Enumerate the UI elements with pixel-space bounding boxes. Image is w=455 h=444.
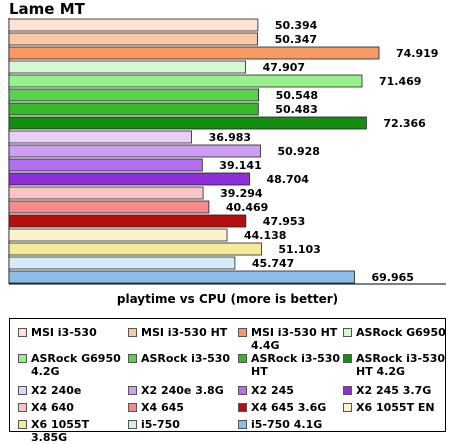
legend-label: X2 245 bbox=[251, 384, 294, 397]
legend-label: X2 245 3.7G bbox=[356, 384, 432, 397]
legend-label: MSI i3-530 HT bbox=[141, 326, 228, 339]
bar-19 bbox=[8, 270, 355, 284]
legend-swatch bbox=[238, 354, 247, 363]
legend-label: X4 640 bbox=[31, 401, 74, 414]
bar-4 bbox=[8, 60, 247, 74]
bar-11 bbox=[8, 158, 203, 172]
bar-5 bbox=[8, 74, 363, 88]
legend-label: ASRock i3-530 HT 4.2G bbox=[356, 352, 446, 378]
bar-18 bbox=[8, 256, 236, 270]
bar-value-label: 47.953 bbox=[263, 215, 305, 228]
bar-13 bbox=[8, 186, 204, 200]
bar-3 bbox=[8, 46, 380, 60]
legend-swatch bbox=[128, 420, 137, 429]
legend-label: X6 1055T 3.85G bbox=[31, 418, 90, 444]
bar-value-label: 69.965 bbox=[372, 271, 414, 284]
legend-swatch bbox=[18, 403, 27, 412]
legend-label: X2 240e 3.8G bbox=[141, 384, 224, 397]
legend-swatch bbox=[238, 420, 247, 429]
bar-value-label: 39.141 bbox=[219, 159, 261, 172]
bar-value-label: 50.394 bbox=[275, 19, 318, 32]
bar-value-label: 51.103 bbox=[278, 243, 320, 256]
legend-label: MSI i3-530 HT 4.4G bbox=[251, 326, 338, 352]
legend-label: ASRock i3-530 HT bbox=[251, 352, 341, 378]
bar-10 bbox=[8, 144, 261, 158]
legend-swatch bbox=[18, 386, 27, 395]
bar-value-label: 71.469 bbox=[379, 75, 421, 88]
legend-label: X4 645 bbox=[141, 401, 184, 414]
legend-swatch bbox=[18, 354, 27, 363]
bar-value-label: 72.366 bbox=[383, 117, 426, 130]
legend-swatch bbox=[238, 386, 247, 395]
legend-label: X6 1055T EN bbox=[356, 401, 435, 414]
legend-label: i5-750 bbox=[141, 418, 180, 431]
bar-value-label: 74.919 bbox=[396, 47, 438, 60]
legend-swatch bbox=[343, 328, 352, 337]
bar-value-label: 50.347 bbox=[275, 33, 317, 46]
bar-17 bbox=[8, 242, 262, 256]
legend-label: ASRock i3-530 bbox=[141, 352, 231, 365]
legend-label: ASRock G6950 4.2G bbox=[31, 352, 121, 378]
legend-swatch bbox=[343, 403, 352, 412]
x-axis-label: playtime vs CPU (more is better) bbox=[116, 292, 339, 306]
bar-value-label: 50.483 bbox=[275, 103, 317, 116]
bar-value-label: 48.704 bbox=[267, 173, 310, 186]
bar-value-label: 40.469 bbox=[226, 201, 268, 214]
legend-swatch bbox=[128, 354, 137, 363]
legend-swatch bbox=[128, 403, 137, 412]
bar-8 bbox=[8, 116, 367, 130]
bar-value-label: 50.928 bbox=[278, 145, 320, 158]
legend-label: i5-750 4.1G bbox=[251, 418, 323, 431]
legend-swatch bbox=[128, 386, 137, 395]
bar-15 bbox=[8, 214, 247, 228]
bar-7 bbox=[8, 102, 259, 116]
bar-12 bbox=[8, 172, 250, 186]
bar-14 bbox=[8, 200, 210, 214]
bar-value-label: 50.548 bbox=[276, 89, 318, 102]
legend-swatch bbox=[238, 403, 247, 412]
legend-swatch bbox=[18, 420, 27, 429]
legend-label: MSI i3-530 bbox=[31, 326, 97, 339]
legend-label: X4 645 3.6G bbox=[251, 401, 327, 414]
legend-label: ASRock G6950 bbox=[356, 326, 446, 339]
bar-16 bbox=[8, 228, 228, 242]
legend-swatch bbox=[18, 328, 27, 337]
legend-swatch bbox=[128, 328, 137, 337]
chart-title: Lame MT bbox=[9, 0, 85, 18]
bar-2 bbox=[8, 32, 259, 46]
bar-9 bbox=[8, 130, 193, 144]
bar-value-label: 39.294 bbox=[220, 187, 263, 200]
bar-value-label: 47.907 bbox=[263, 61, 305, 74]
bar-1 bbox=[8, 18, 259, 32]
legend-swatch bbox=[343, 354, 352, 363]
legend-swatch bbox=[343, 386, 352, 395]
legend-swatch bbox=[238, 328, 247, 337]
bar-6 bbox=[8, 88, 260, 102]
legend-label: X2 240e bbox=[31, 384, 82, 397]
bar-value-label: 45.747 bbox=[252, 257, 294, 270]
legend: MSI i3-530 MSI i3-530 HT MSI i3-530 HT 4.4… bbox=[9, 318, 446, 444]
bar-value-label: 44.138 bbox=[244, 229, 286, 242]
bar-value-label: 36.983 bbox=[209, 131, 251, 144]
